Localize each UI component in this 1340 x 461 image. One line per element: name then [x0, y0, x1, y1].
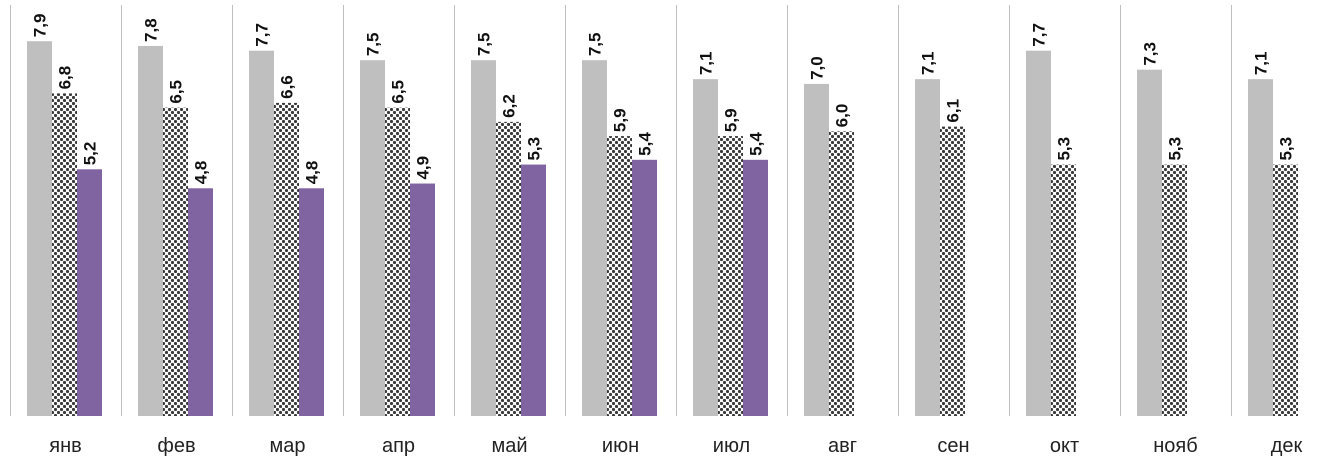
x-tick-label: янв [49, 435, 82, 457]
data-labels: 7,9 6,8 5,2 7,8 6,5 4,8 7,7 6,6 4,8 7,5 6,5 4,9 7,5 6… [31, 14, 1296, 185]
bar-фев-series-3 [188, 188, 213, 416]
data-label-май-series-1: 7,5 [475, 33, 494, 57]
bar-июн-series-3 [632, 159, 657, 416]
data-label-июл-series-1: 7,1 [697, 52, 716, 76]
data-label-сен-series-2: 6,1 [944, 99, 963, 123]
x-tick-label: апр [382, 435, 415, 457]
data-label-июл-series-2: 5,9 [722, 108, 741, 132]
x-tick-label: сен [937, 435, 969, 457]
data-label-фев-series-1: 7,8 [142, 18, 161, 42]
bar-июл-series-2 [718, 136, 743, 416]
x-tick-label: нояб [1153, 435, 1197, 457]
bar-фев-series-2 [163, 107, 188, 417]
data-label-июн-series-1: 7,5 [586, 33, 605, 57]
data-label-июл-series-3: 5,4 [747, 132, 766, 156]
data-label-июн-series-3: 5,4 [636, 132, 655, 156]
bar-май-series-3 [521, 164, 546, 416]
bar-июн-series-1 [582, 60, 607, 417]
bar-май-series-2 [496, 121, 521, 416]
x-tick-label: дек [1271, 435, 1303, 457]
data-label-май-series-3: 5,3 [525, 137, 544, 161]
bar-авг-series-2 [829, 131, 854, 417]
data-label-авг-series-1: 7,0 [808, 56, 827, 80]
data-label-авг-series-2: 6,0 [833, 104, 852, 128]
bar-июл-series-1 [693, 79, 718, 417]
bar-сен-series-2 [940, 126, 965, 417]
data-label-нояб-series-1: 7,3 [1141, 42, 1160, 66]
bar-дек-series-2 [1273, 164, 1298, 416]
x-tick-label: мар [270, 435, 306, 457]
x-tick-label: май [491, 435, 527, 457]
bars [27, 41, 1298, 417]
x-axis-tick-labels: янв фев мар апр май июн июл авг сен окт нояб дек [49, 435, 1302, 457]
data-label-янв-series-1: 7,9 [31, 14, 50, 38]
category-separators [10, 5, 1232, 416]
bar-окт-series-1 [1026, 50, 1051, 417]
bar-авг-series-1 [804, 83, 829, 416]
data-label-мар-series-1: 7,7 [253, 23, 272, 47]
bar-апр-series-3 [410, 183, 435, 416]
bar-май-series-1 [471, 60, 496, 417]
data-label-апр-series-1: 7,5 [364, 33, 383, 57]
data-label-янв-series-2: 6,8 [56, 66, 75, 90]
bar-нояб-series-1 [1137, 69, 1162, 417]
bar-фев-series-1 [138, 45, 163, 416]
bar-янв-series-3 [77, 169, 102, 416]
bar-мар-series-1 [249, 50, 274, 417]
data-label-сен-series-1: 7,1 [919, 52, 938, 76]
bar-нояб-series-2 [1162, 164, 1187, 416]
data-label-мар-series-2: 6,6 [278, 75, 297, 99]
x-tick-label: авг [828, 435, 857, 457]
data-label-янв-series-3: 5,2 [81, 142, 100, 166]
data-label-июн-series-2: 5,9 [611, 108, 630, 132]
x-tick-label: фев [157, 435, 195, 457]
bar-июн-series-2 [607, 136, 632, 416]
data-label-мар-series-3: 4,8 [303, 161, 322, 185]
bar-мар-series-2 [274, 102, 299, 416]
data-label-апр-series-3: 4,9 [414, 156, 433, 180]
bar-апр-series-1 [360, 60, 385, 417]
bar-сен-series-1 [915, 79, 940, 417]
data-label-фев-series-3: 4,8 [192, 161, 211, 185]
bar-янв-series-2 [52, 93, 77, 416]
x-tick-label: окт [1050, 435, 1079, 457]
data-label-окт-series-1: 7,7 [1030, 23, 1049, 47]
bar-дек-series-1 [1248, 79, 1273, 417]
bar-янв-series-1 [27, 41, 52, 417]
data-label-нояб-series-2: 5,3 [1166, 137, 1185, 161]
x-tick-label: июн [602, 435, 639, 457]
data-label-окт-series-2: 5,3 [1055, 137, 1074, 161]
x-tick-label: июл [713, 435, 750, 457]
bar-апр-series-2 [385, 107, 410, 417]
data-label-дек-series-1: 7,1 [1252, 52, 1271, 76]
data-label-апр-series-2: 6,5 [389, 80, 408, 104]
data-label-фев-series-2: 6,5 [167, 80, 186, 104]
bar-июл-series-3 [743, 159, 768, 416]
bar-мар-series-3 [299, 188, 324, 416]
data-label-май-series-2: 6,2 [500, 94, 519, 118]
data-label-дек-series-2: 5,3 [1277, 137, 1296, 161]
bar-окт-series-2 [1051, 164, 1076, 416]
